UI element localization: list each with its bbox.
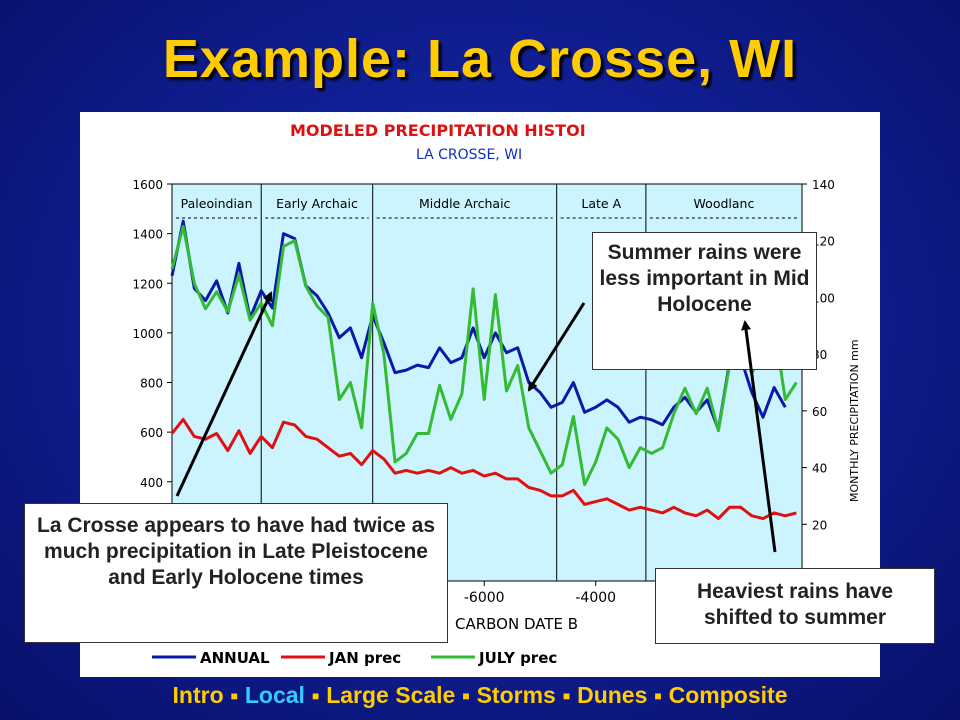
series-line-july-prec bbox=[170, 225, 798, 487]
nav-separator: ■ bbox=[311, 689, 320, 703]
nav-separator: ■ bbox=[562, 689, 571, 703]
slide-navigation: Intro ■ Local ■ Large Scale ■ Storms ■ Dunes ■ Com… bbox=[0, 682, 960, 709]
period-label: Woodlanc bbox=[694, 196, 755, 211]
nav-separator: ■ bbox=[462, 689, 470, 703]
period-label: Paleoindian bbox=[181, 196, 253, 211]
chart-title: MODELED PRECIPITATION HISTOI bbox=[290, 121, 586, 140]
legend-label: JAN prec bbox=[328, 649, 401, 667]
right-tick-label: 60 bbox=[812, 405, 827, 419]
right-tick-label: 40 bbox=[812, 462, 827, 476]
right-tick-label: 120 bbox=[812, 235, 835, 249]
nav-separator: ■ bbox=[230, 689, 238, 703]
left-tick-label: 1000 bbox=[132, 327, 163, 341]
series-line-jan-prec bbox=[170, 417, 797, 521]
nav-item-composite[interactable]: Composite bbox=[668, 682, 788, 708]
left-tick-label: 1400 bbox=[132, 228, 163, 242]
chart-subtitle: LA CROSSE, WI bbox=[416, 147, 522, 163]
period-label: Late A bbox=[581, 196, 621, 211]
legend-label: ANNUAL bbox=[200, 649, 270, 667]
left-tick-label: 1600 bbox=[132, 178, 163, 192]
period-label: Early Archaic bbox=[276, 196, 358, 211]
right-tick-label: 100 bbox=[812, 291, 835, 305]
left-tick-label: 800 bbox=[140, 377, 163, 391]
x-tick-label: -6000 bbox=[464, 590, 505, 606]
slide-title: Example: La Crosse, WI bbox=[162, 29, 798, 89]
nav-item-large-scale[interactable]: Large Scale bbox=[326, 682, 456, 708]
nav-item-intro[interactable]: Intro bbox=[172, 682, 224, 708]
nav-item-local[interactable]: Local bbox=[244, 682, 305, 708]
nav-item-storms[interactable]: Storms bbox=[476, 682, 556, 708]
x-axis-label: CARBON DATE B bbox=[455, 615, 578, 633]
nav-item-dunes[interactable]: Dunes bbox=[577, 682, 648, 708]
period-label: Middle Archaic bbox=[419, 196, 511, 211]
callout-heaviest-rains: Heaviest rains have shifted to summer bbox=[655, 568, 935, 644]
x-tick-label: -4000 bbox=[575, 590, 616, 606]
right-tick-label: 140 bbox=[812, 178, 835, 192]
left-tick-label: 1200 bbox=[132, 277, 163, 291]
right-tick-label: 20 bbox=[812, 518, 827, 532]
callout-late-pleistocene: La Crosse appears to have had twice as m… bbox=[24, 503, 448, 643]
legend-label: JULY prec bbox=[478, 649, 557, 667]
left-tick-label: 400 bbox=[140, 476, 163, 490]
right-axis-label: MONTHLY PRECIPITATION mm bbox=[848, 339, 861, 502]
left-tick-label: 600 bbox=[140, 426, 163, 440]
callout-summer-rains: Summer rains were less important in Mid … bbox=[592, 232, 817, 370]
nav-separator: ■ bbox=[654, 689, 662, 703]
